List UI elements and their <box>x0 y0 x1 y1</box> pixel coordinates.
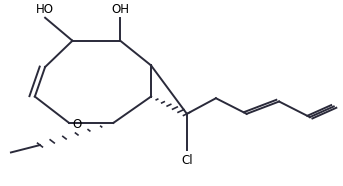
Text: OH: OH <box>111 3 129 16</box>
Text: O: O <box>72 118 82 131</box>
Text: HO: HO <box>36 3 54 16</box>
Text: Cl: Cl <box>181 154 193 167</box>
